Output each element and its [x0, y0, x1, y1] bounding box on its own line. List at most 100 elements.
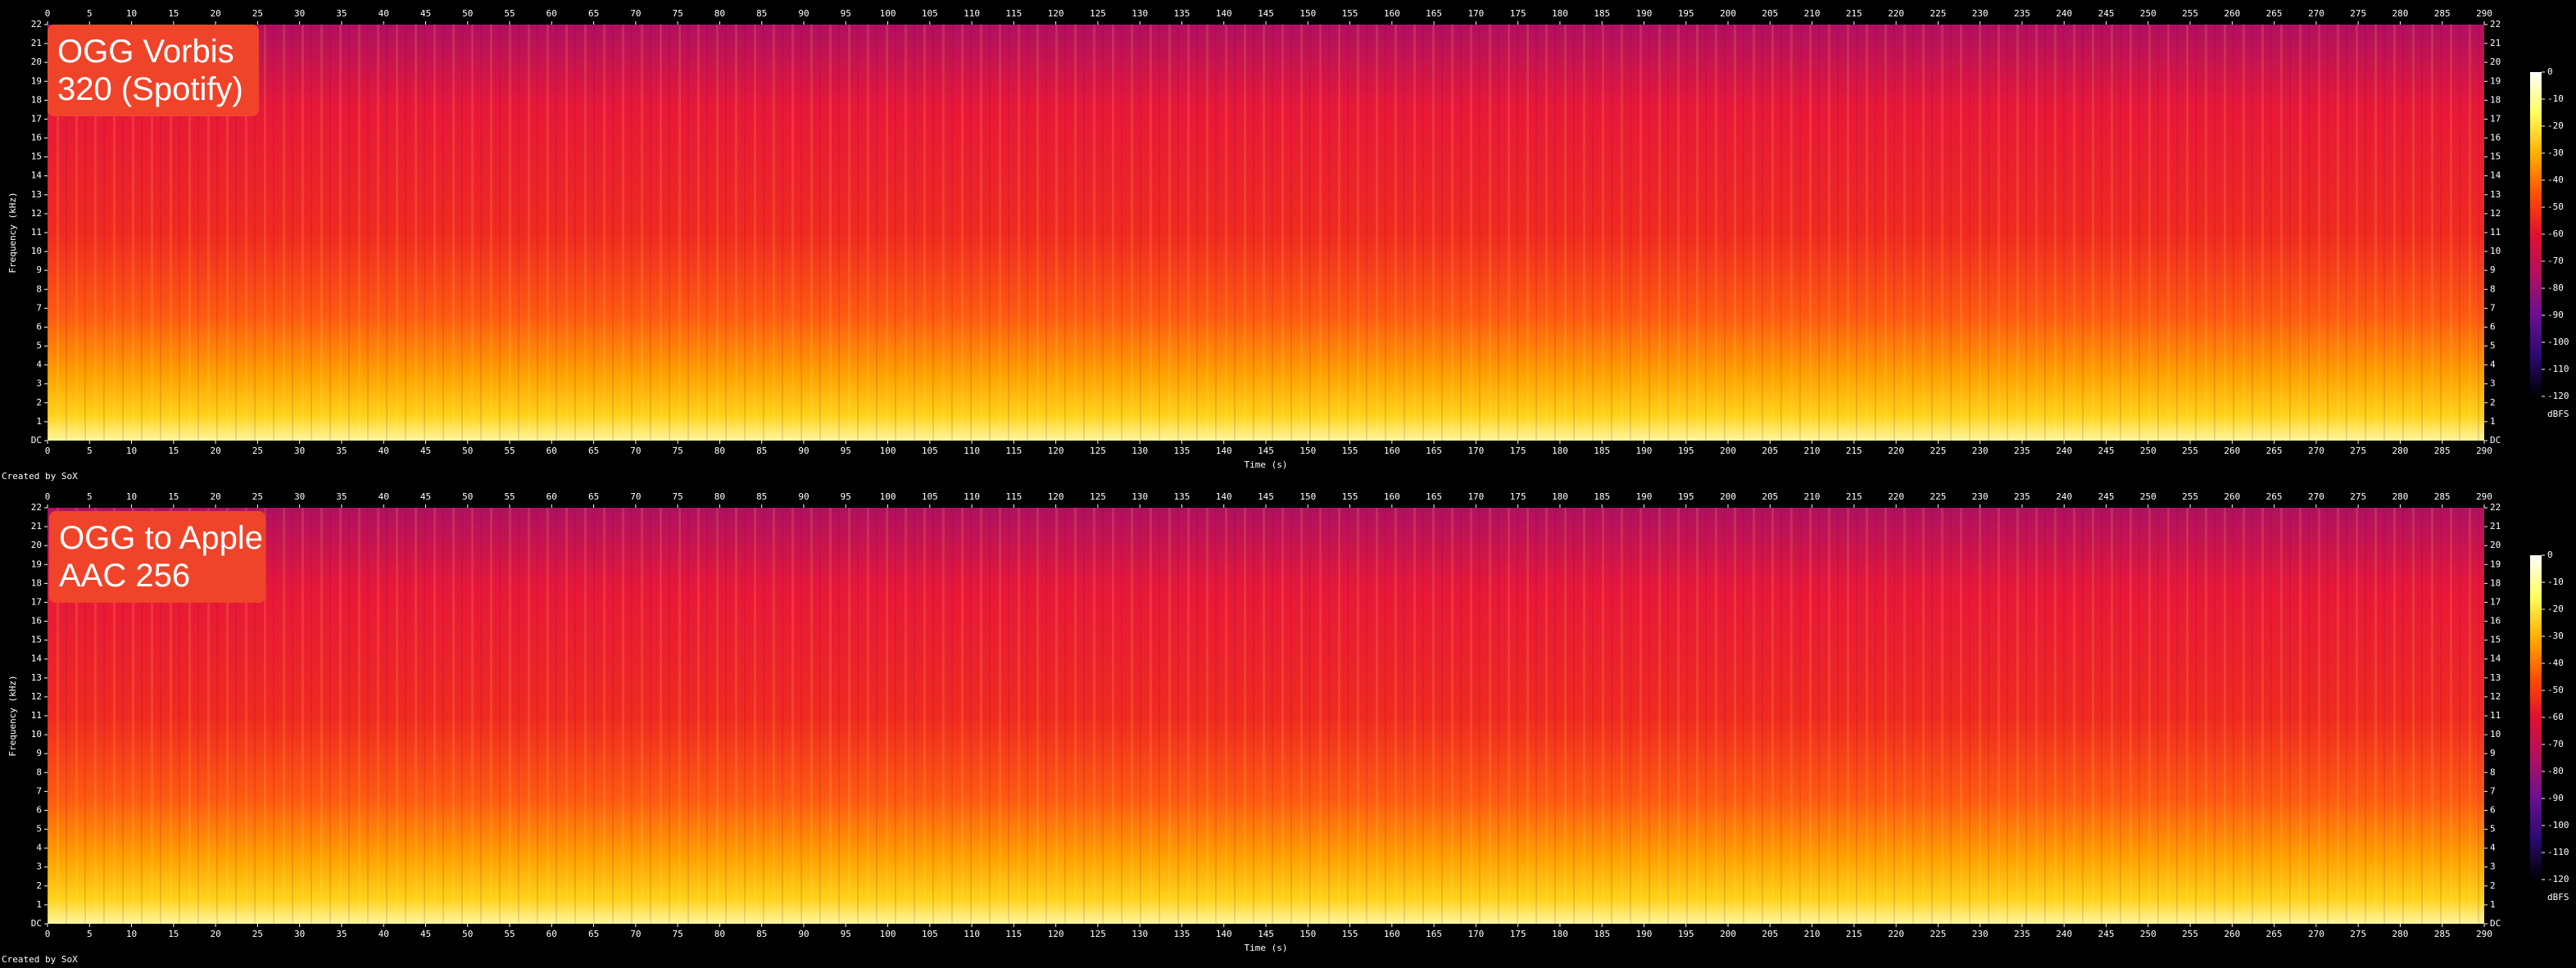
x-tick-label: 130	[1132, 8, 1148, 19]
x-tick-label: 210	[1804, 929, 1821, 939]
x-tick-label: 235	[2014, 929, 2030, 939]
y-tick-label: 6	[2490, 804, 2496, 815]
y-tick-label: 4	[2490, 360, 2496, 370]
x-tick-label: 125	[1090, 491, 1106, 502]
x-tick-label: 95	[841, 929, 851, 939]
y-tick-label: 16	[31, 133, 42, 143]
y-tick-label: 3	[2490, 378, 2496, 389]
y-tick-label: 15	[31, 635, 42, 645]
x-tick-label: 225	[1930, 929, 1946, 939]
x-tick-label: 165	[1426, 446, 1442, 456]
x-tick-label: 125	[1090, 446, 1106, 456]
colorbar-tick-label: -30	[2547, 147, 2564, 158]
x-tick-label: 260	[2224, 8, 2240, 19]
x-tick-label: 65	[588, 929, 599, 939]
x-tick-label: 180	[1552, 491, 1568, 502]
colorbar-tick-label: -120	[2547, 391, 2569, 401]
annotation-text: OGG to Apple	[59, 520, 263, 556]
x-tick-label: 245	[2098, 491, 2115, 502]
x-tick-label: 120	[1048, 8, 1064, 19]
x-tick-label: 80	[714, 929, 725, 939]
x-tick-label: 85	[756, 491, 767, 502]
y-tick-label: 9	[36, 265, 42, 275]
y-tick-label: DC	[31, 918, 42, 929]
y-tick-label: 7	[36, 302, 42, 313]
x-tick-label: 160	[1384, 929, 1400, 939]
y-tick-label: 20	[2490, 540, 2501, 550]
colorbar-tick-label: -70	[2547, 739, 2564, 749]
x-tick-label: 60	[546, 8, 557, 19]
x-tick-label: 80	[714, 8, 725, 19]
y-tick-label: 10	[2490, 729, 2501, 740]
x-tick-label: 150	[1299, 8, 1316, 19]
x-tick-label: 10	[126, 8, 137, 19]
x-tick-label: 5	[87, 491, 93, 502]
x-tick-label: 270	[2308, 929, 2324, 939]
x-tick-label: 275	[2350, 491, 2366, 502]
y-tick-label: 1	[2490, 899, 2496, 910]
y-tick-label: 2	[36, 880, 42, 891]
x-tick-label: 15	[168, 929, 179, 939]
x-tick-label: 85	[756, 8, 767, 19]
x-tick-label: 100	[880, 8, 896, 19]
x-tick-label: 50	[462, 446, 473, 456]
x-tick-label: 250	[2140, 491, 2156, 502]
x-tick-label: 200	[1720, 8, 1736, 19]
x-tick-label: 25	[252, 446, 263, 456]
y-tick-label: 9	[2490, 748, 2496, 758]
x-tick-label: 25	[252, 8, 263, 19]
x-tick-label: 260	[2224, 446, 2240, 456]
y-tick-label: 6	[36, 804, 42, 815]
colorbar-tick-label: -60	[2547, 228, 2564, 239]
x-tick-label: 150	[1299, 446, 1316, 456]
x-tick-label: 160	[1384, 8, 1400, 19]
x-tick-label: 175	[1510, 8, 1526, 19]
x-tick-label: 195	[1678, 491, 1694, 502]
x-tick-label: 290	[2476, 491, 2492, 502]
y-tick-label: 3	[36, 378, 42, 389]
y-tick-label: 2	[2490, 397, 2496, 408]
colorbar-tick-label: -100	[2547, 337, 2569, 347]
y-tick-label: 7	[2490, 302, 2496, 313]
y-tick-label: 3	[36, 862, 42, 872]
colorbar-tick-label: -10	[2547, 93, 2564, 104]
x-tick-label: 60	[546, 446, 557, 456]
y-tick-label: 14	[2490, 170, 2501, 181]
x-tick-label: 130	[1132, 446, 1148, 456]
x-tick-label: 70	[630, 491, 641, 502]
x-tick-label: 255	[2182, 446, 2198, 456]
x-tick-label: 145	[1258, 491, 1274, 502]
x-tick-label: 70	[630, 929, 641, 939]
x-tick-label: 175	[1510, 491, 1526, 502]
colorbar-tick-label: -50	[2547, 685, 2564, 695]
panel: 0055101015152020252530303535404045455050…	[2, 491, 2569, 965]
x-tick-label: 200	[1720, 446, 1736, 456]
colorbar-tick-label: -40	[2547, 658, 2564, 668]
x-tick-label: 35	[336, 929, 347, 939]
x-tick-label: 245	[2098, 929, 2115, 939]
x-tick-label: 210	[1804, 491, 1821, 502]
x-tick-label: 70	[630, 446, 641, 456]
y-tick-label: 22	[2490, 19, 2501, 29]
y-tick-label: 17	[2490, 596, 2501, 607]
colorbar-tick-label: -50	[2547, 201, 2564, 212]
x-tick-label: 120	[1048, 446, 1064, 456]
x-tick-label: 105	[922, 8, 938, 19]
x-tick-label: 190	[1636, 8, 1653, 19]
colorbar-tick-label: -120	[2547, 874, 2569, 884]
y-tick-label: 4	[2490, 843, 2496, 853]
colorbar-tick-label: -100	[2547, 820, 2569, 830]
x-tick-label: 75	[673, 929, 683, 939]
annotation-text: 320 (Spotify)	[57, 71, 243, 107]
x-tick-label: 285	[2434, 446, 2451, 456]
colorbar-tick-label: -110	[2547, 364, 2569, 374]
y-tick-label: DC	[31, 435, 42, 446]
x-tick-label: 20	[210, 8, 220, 19]
colorbar-tick-label: -30	[2547, 631, 2564, 641]
y-tick-label: 18	[2490, 577, 2501, 588]
x-tick-label: 80	[714, 446, 725, 456]
y-tick-label: 7	[2490, 785, 2496, 796]
x-tick-label: 170	[1467, 929, 1484, 939]
x-tick-label: 285	[2434, 8, 2451, 19]
y-tick-label: DC	[2490, 918, 2501, 929]
